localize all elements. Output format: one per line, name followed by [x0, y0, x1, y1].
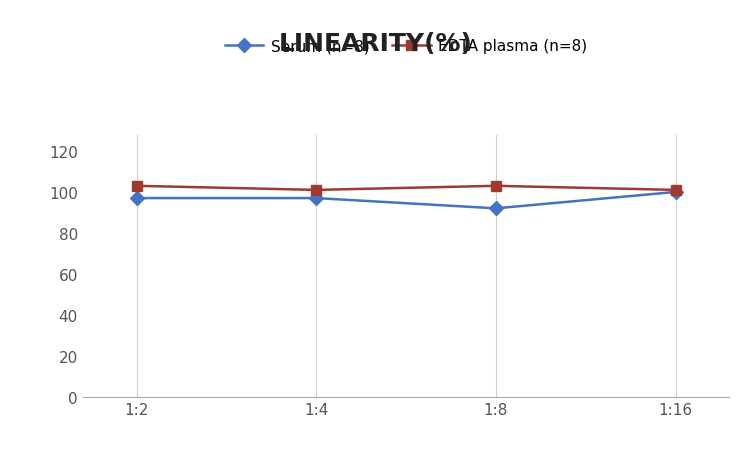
Text: LINEARITY(%): LINEARITY(%)	[279, 32, 473, 55]
Legend: Serum (n=8), EDTA plasma (n=8): Serum (n=8), EDTA plasma (n=8)	[219, 33, 593, 60]
Serum (n=8)	[312, 196, 321, 201]
EDTA plasma (n=8)	[132, 184, 141, 189]
Serum (n=8)	[671, 190, 680, 195]
EDTA plasma (n=8)	[312, 188, 321, 193]
Serum (n=8)	[132, 196, 141, 201]
Line: Serum (n=8): Serum (n=8)	[132, 188, 681, 214]
EDTA plasma (n=8)	[491, 184, 500, 189]
Line: EDTA plasma (n=8): EDTA plasma (n=8)	[132, 182, 681, 195]
Serum (n=8)	[491, 206, 500, 212]
EDTA plasma (n=8)	[671, 188, 680, 193]
